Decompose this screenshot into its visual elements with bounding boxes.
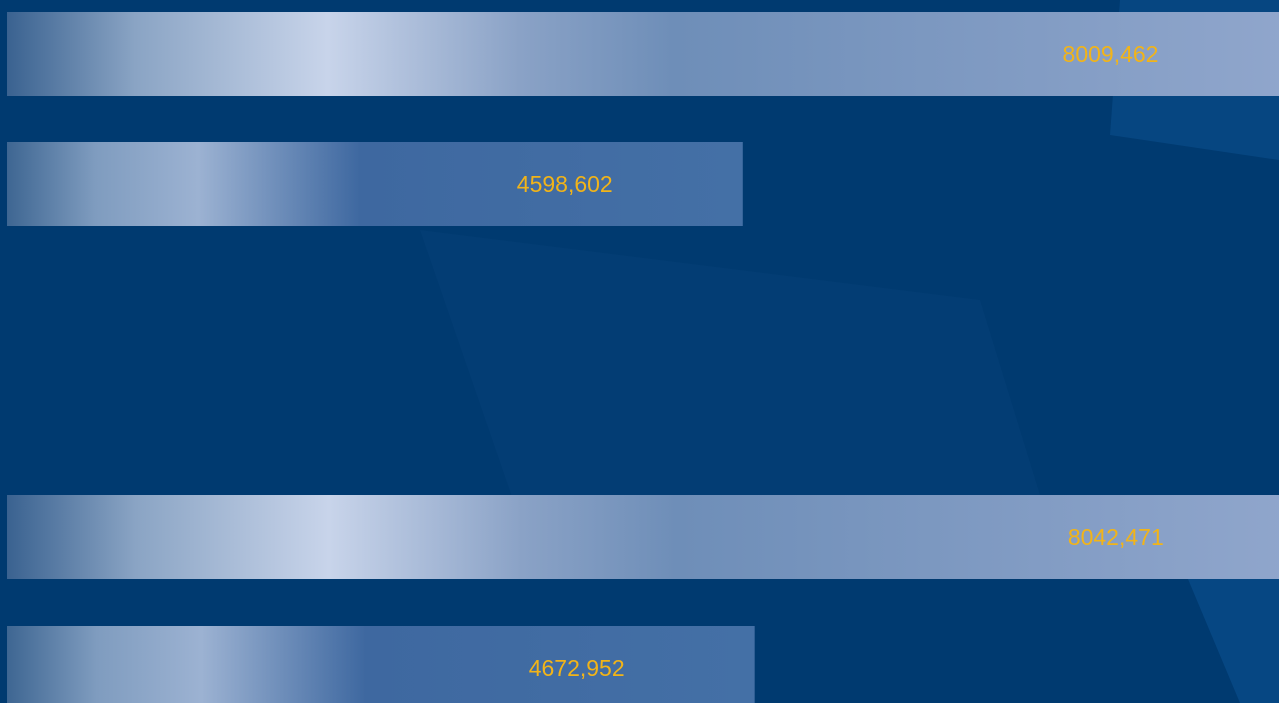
data-label: 4598,602 [517, 171, 613, 197]
bar [7, 142, 743, 226]
data-label: 4672,952 [529, 655, 625, 681]
bar [7, 495, 1279, 579]
bar [7, 626, 755, 703]
bar [7, 12, 1279, 96]
background-shape [420, 230, 1060, 560]
data-label: 8009,462 [1063, 41, 1159, 67]
data-label: 8042,471 [1068, 524, 1164, 550]
